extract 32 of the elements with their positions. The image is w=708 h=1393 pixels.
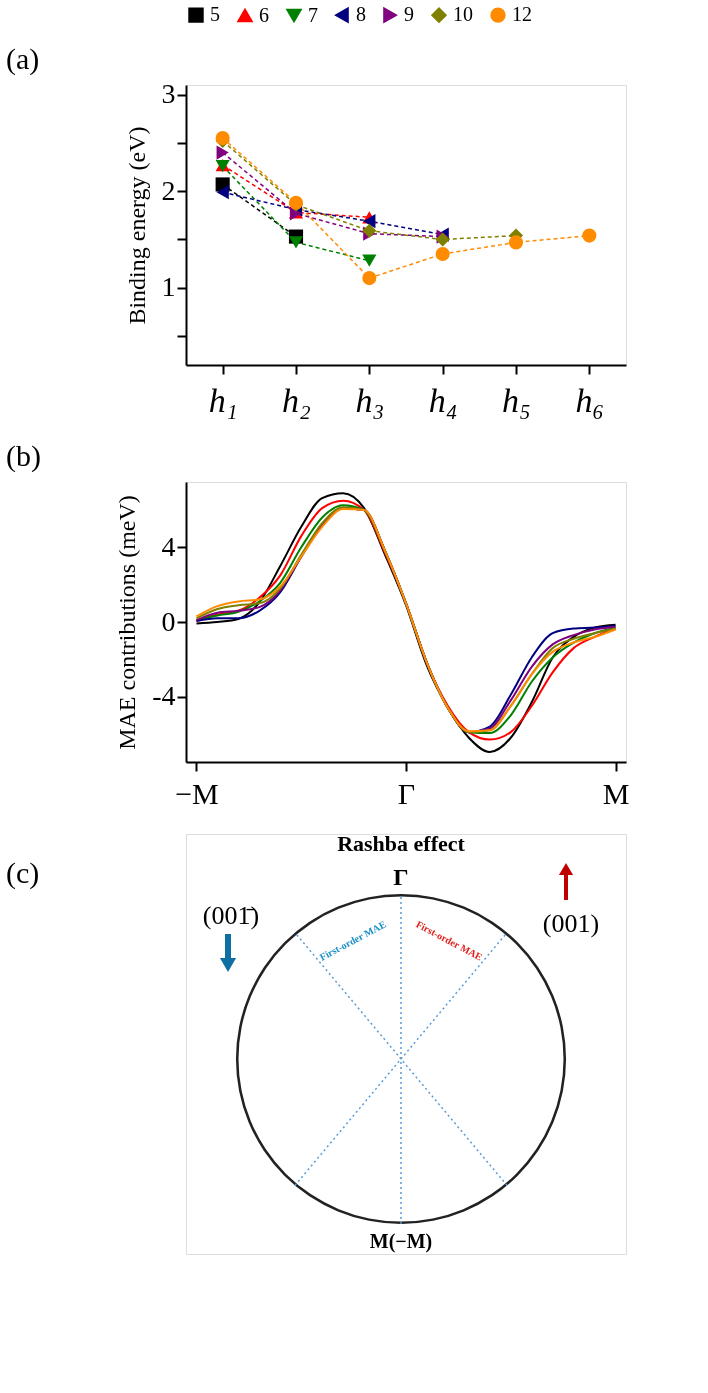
text: (001̄) <box>202 901 260 930</box>
legend-label: 5 <box>210 3 220 26</box>
text: (001) <box>542 909 600 938</box>
x-tick-label: h₁ <box>208 381 238 419</box>
y-tick-label: 2 <box>161 174 176 206</box>
y-tick-label: 0 <box>161 605 176 637</box>
y-tick-label: 3 <box>161 78 176 110</box>
y-axis-title: Binding energy (eV) <box>123 126 150 325</box>
y-tick-label: 4 <box>161 530 176 562</box>
text: Γ <box>393 864 409 890</box>
x-tick-label: Γ <box>397 776 416 810</box>
legend-label: 12 <box>512 3 532 26</box>
legend-label: 6 <box>259 3 269 26</box>
x-tick-label: h₅ <box>502 381 531 419</box>
legend-label: 8 <box>356 3 366 26</box>
text: (b) <box>6 439 41 473</box>
x-tick-label: M <box>602 776 630 810</box>
text: (c) <box>6 856 40 890</box>
legend-label: 10 <box>453 3 473 26</box>
text: Rashba effect <box>337 831 466 856</box>
legend-label: 7 <box>308 3 318 26</box>
x-tick-label: h₆ <box>575 381 605 419</box>
x-tick-label: −M <box>175 776 219 810</box>
legend-label: 9 <box>404 3 414 26</box>
x-tick-label: h₄ <box>428 381 458 419</box>
y-tick-label: -4 <box>152 680 176 712</box>
text: (a) <box>6 42 40 76</box>
text: M(−M) <box>369 1230 433 1253</box>
x-tick-label: h₂ <box>282 381 311 419</box>
y-tick-label: 1 <box>161 271 176 303</box>
x-tick-label: h₃ <box>355 381 385 419</box>
y-axis-title: MAE contributions (meV) <box>114 495 141 750</box>
